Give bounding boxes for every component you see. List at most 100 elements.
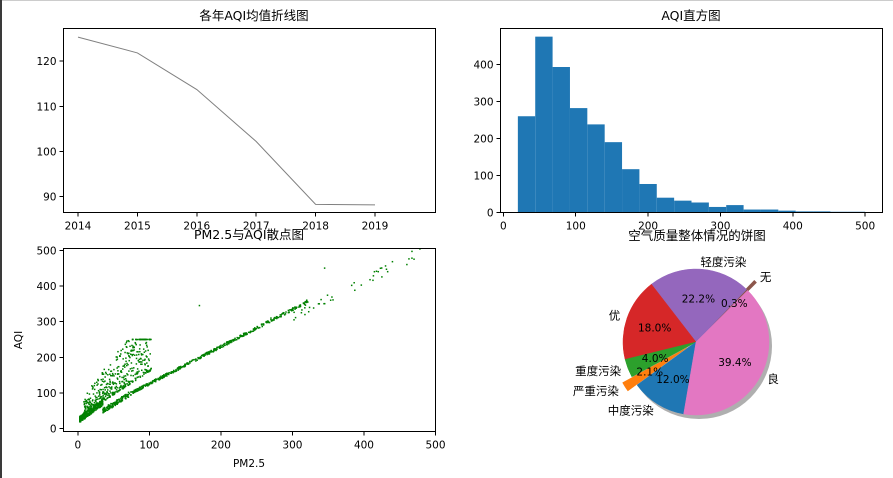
scatter-point [89, 401, 92, 404]
line-chart-frame [63, 28, 436, 213]
scatter-point [254, 328, 257, 331]
scatter-point [130, 394, 132, 396]
scatter-point [83, 413, 86, 415]
scatter-point [112, 383, 115, 385]
scatter-point [143, 359, 146, 361]
scatter-point [223, 344, 226, 347]
scatter-point [245, 332, 247, 334]
scatter-point [111, 403, 114, 406]
scatter-point [195, 358, 197, 360]
scatter-point [103, 393, 106, 395]
scatter-point [91, 400, 94, 402]
scatter-point [128, 352, 130, 355]
scatter-y-tick-label: 300 [36, 317, 56, 329]
scatter-point [190, 360, 193, 363]
scatter-point [92, 399, 94, 401]
scatter-point [212, 351, 215, 353]
scatter-point [126, 340, 128, 342]
histogram-bar [587, 124, 605, 213]
scatter-point [243, 334, 245, 337]
scatter-point [139, 344, 141, 346]
scatter-point [287, 309, 290, 312]
scatter-point [83, 417, 86, 420]
scatter-point [107, 394, 109, 397]
scatter-point [137, 338, 139, 341]
scatter-point [110, 405, 113, 407]
scatter-point [111, 391, 114, 394]
scatter-point [132, 353, 134, 356]
scatter-point [198, 357, 200, 359]
scatter-point [141, 338, 144, 341]
scatter-point [163, 376, 165, 378]
scatter-point [274, 317, 277, 319]
pie-percent-label: 18.0% [638, 323, 671, 335]
scatter-point [139, 376, 142, 378]
scatter-point [94, 399, 97, 402]
scatter-point [235, 339, 238, 341]
scatter-point [197, 356, 199, 359]
scatter-point [292, 307, 295, 309]
scatter-point [138, 348, 141, 350]
hist-x-tick-label: 0 [500, 221, 507, 233]
scatter-point [119, 400, 121, 403]
scatter-point [142, 386, 144, 389]
scatter-point [129, 368, 132, 370]
pie-title: 空气质量整体情况的饼图 [628, 228, 766, 243]
scatter-point [110, 388, 112, 390]
scatter-point [117, 370, 119, 372]
scatter-point [203, 355, 205, 357]
scatter-point [135, 357, 138, 360]
scatter-point [145, 342, 147, 345]
scatter-point [135, 390, 137, 393]
scatter-point [360, 284, 363, 286]
scatter-point [128, 383, 131, 386]
scatter-point [83, 401, 85, 403]
line-x-tick-label: 2015 [124, 221, 151, 233]
scatter-point [107, 408, 110, 410]
scatter-point [144, 350, 147, 352]
scatter-point [88, 393, 91, 395]
scatter-point [182, 365, 185, 368]
scatter-point [177, 369, 180, 371]
scatter-point [132, 369, 134, 372]
scatter-point [84, 409, 86, 412]
scatter-point [89, 408, 92, 411]
scatter-point [125, 364, 128, 367]
scatter-point [150, 367, 152, 370]
pie-category-label: 无 [760, 270, 772, 284]
scatter-point [159, 376, 161, 379]
scatter-point [147, 365, 149, 367]
scatter-point [87, 414, 89, 417]
scatter-point [163, 374, 165, 376]
scatter-point [149, 370, 151, 372]
scatter-point [130, 362, 133, 364]
scatter-point [242, 335, 245, 337]
histogram-bar [778, 210, 796, 213]
scatter-point [86, 414, 88, 417]
scatter-point [267, 320, 269, 322]
scatter-point [103, 386, 106, 389]
scatter-point [291, 308, 294, 310]
pie-category-label: 严重污染 [573, 384, 619, 398]
scatter-point [125, 360, 127, 363]
scatter-point [96, 404, 99, 406]
scatter-point [220, 346, 223, 348]
scatter-point [122, 385, 125, 387]
scatter-point [411, 250, 413, 253]
scatter-point [126, 393, 129, 396]
scatter-point [375, 270, 378, 273]
scatter-point [101, 400, 104, 403]
scatter-point [156, 378, 158, 381]
pie-axes: 空气质量整体情况的饼图 0.3% 无 22.2% 轻度污染 18.0% 优 4.0% 重度污染… [573, 228, 779, 419]
scatter-point [116, 400, 118, 402]
scatter-ylabel: AQI [13, 331, 25, 349]
scatter-point [279, 314, 282, 316]
scatter-point [157, 378, 160, 381]
scatter-point [134, 373, 136, 376]
scatter-x-tick-label: 0 [74, 440, 81, 452]
scatter-point [104, 399, 107, 401]
scatter-point [106, 409, 109, 411]
scatter-point [140, 358, 142, 360]
scatter-point [137, 389, 139, 392]
